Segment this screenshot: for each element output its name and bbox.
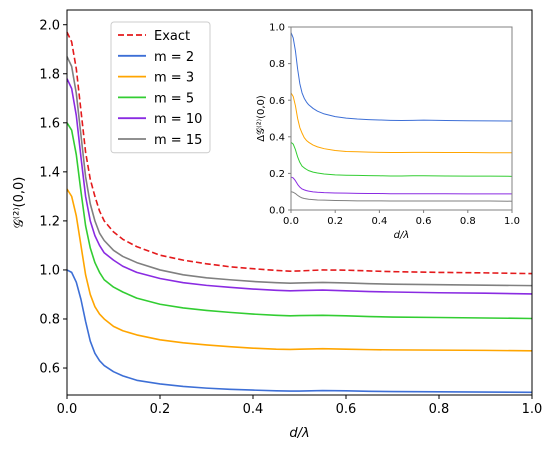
inset-x-tick-label: 0.4	[371, 216, 387, 227]
inset-series-line-5	[290, 191, 513, 202]
inset-plot-frame	[290, 26, 513, 211]
main-x-axis-label: d/λ	[289, 426, 309, 441]
main-series-line-m-10	[66, 78, 533, 295]
inset-y-tick-label: 0.2	[269, 169, 285, 180]
main-y-tick-label: 2.0	[39, 18, 60, 33]
main-chart: 0.0 0.2 0.4 0.6 0.8 1.0 0.6 0.8 1.0 1.2 1.4 1.6 1.8…	[12, 9, 543, 441]
main-series-line-m-2	[66, 269, 533, 394]
main-series-line-m-15	[66, 56, 533, 287]
legend-label-m-15: m = 15	[154, 133, 202, 148]
main-x-tick-label: 0.2	[150, 402, 171, 417]
main-x-tick-label: 0.0	[57, 402, 78, 417]
main-y-tick-label: 1.0	[39, 264, 60, 279]
main-series-line-m-5	[66, 122, 533, 320]
inset-series-line-2	[290, 92, 512, 154]
main-series-group	[66, 31, 533, 394]
inset-y-tick-label: 0.6	[269, 96, 285, 107]
inset-series-line-1	[290, 32, 513, 122]
legend-label-m-5: m = 5	[154, 91, 194, 106]
legend: Exact m = 2 m = 3 m = 5 m = 10 m = 15	[110, 21, 211, 154]
inset-y-tick-label: 0.0	[269, 206, 285, 217]
legend-label-m-10: m = 10	[154, 112, 202, 127]
main-y-tick-label: 1.4	[39, 166, 60, 181]
main-y-tick-label: 1.8	[39, 67, 60, 82]
main-y-tick-label: 0.8	[39, 313, 60, 328]
main-series-line-exact	[66, 31, 533, 275]
inset-series-group	[290, 32, 513, 202]
inset-y-ticks: 0.0 0.2 0.4 0.6 0.8 1.0	[269, 23, 291, 217]
inset-x-tick-label: 1.0	[504, 216, 520, 227]
legend-items: Exact m = 2 m = 3 m = 5 m = 10 m = 15	[118, 29, 202, 148]
inset-x-tick-label: 0.6	[416, 216, 432, 227]
legend-label-m-3: m = 3	[154, 71, 194, 86]
inset-y-axis-label: Δ𝒢⁽²⁾(0,0)	[256, 95, 267, 142]
main-x-tick-label: 0.8	[429, 402, 450, 417]
main-x-tick-label: 1.0	[522, 402, 543, 417]
inset-x-tick-label: 0.0	[283, 216, 299, 227]
main-y-ticks: 0.6 0.8 1.0 1.2 1.4 1.6 1.8 2.0	[39, 18, 67, 377]
inset-x-axis-label: d/λ	[394, 230, 410, 241]
legend-label-m-2: m = 2	[154, 50, 194, 65]
inset-x-ticks: 0.0 0.2 0.4 0.6 0.8 1.0	[283, 210, 520, 227]
inset-y-tick-label: 0.8	[269, 59, 285, 70]
main-x-tick-label: 0.6	[336, 402, 357, 417]
inset-y-tick-label: 0.4	[269, 132, 285, 143]
inset-chart: 0.0 0.2 0.4 0.6 0.8 1.0 0.0 0.2 0.4 0.6 0.8 1.0 d/…	[256, 23, 520, 241]
main-x-ticks: 0.0 0.2 0.4 0.6 0.8 1.0	[57, 395, 543, 417]
main-y-tick-label: 1.2	[39, 215, 60, 230]
legend-label-exact: Exact	[154, 29, 190, 44]
inset-y-tick-label: 1.0	[269, 23, 285, 34]
inset-series-line-4	[290, 176, 512, 195]
inset-background	[291, 27, 512, 210]
inset-series-line-3	[290, 141, 513, 177]
inset-x-tick-label: 0.2	[327, 216, 343, 227]
legend-box	[110, 21, 211, 154]
inset-x-tick-label: 0.8	[460, 216, 476, 227]
main-y-tick-label: 1.6	[39, 116, 60, 131]
main-series-line-m-3	[66, 188, 533, 352]
main-plot-frame	[66, 9, 533, 396]
main-x-tick-label: 0.4	[243, 402, 264, 417]
main-y-tick-label: 0.6	[39, 362, 60, 377]
main-y-axis-label: 𝒢⁽²⁾(0,0)	[12, 177, 27, 229]
